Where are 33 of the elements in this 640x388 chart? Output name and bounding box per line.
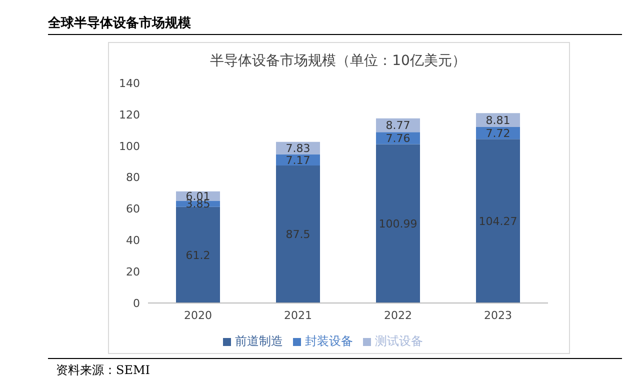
data-label: 61.2 bbox=[186, 248, 210, 262]
bar bbox=[276, 154, 320, 166]
text: 资料来源：SEMI bbox=[56, 362, 150, 379]
data-label: 7.76 bbox=[386, 132, 410, 146]
data-label: 7.83 bbox=[286, 142, 310, 155]
x-tick-label: 2022 bbox=[384, 308, 412, 322]
data-label: 8.81 bbox=[486, 114, 510, 127]
chart-subtitle: 半导体设备市场规模（单位：10亿美元） bbox=[209, 52, 467, 70]
bar bbox=[376, 144, 420, 303]
data-label: 104.27 bbox=[478, 214, 518, 228]
x-tick-label: 2021 bbox=[284, 308, 312, 322]
y-tick-label: 100 bbox=[119, 140, 140, 153]
legend-label: 封装设备 bbox=[305, 334, 353, 348]
bar bbox=[476, 139, 520, 303]
bar bbox=[176, 206, 220, 303]
data-label: 7.17 bbox=[286, 154, 310, 167]
y-tick-label: 60 bbox=[126, 202, 140, 216]
legend-label: 测试设备 bbox=[375, 334, 423, 348]
y-tick-label: 20 bbox=[126, 265, 140, 278]
data-label: 100.99 bbox=[378, 218, 418, 231]
data-label: 8.77 bbox=[386, 119, 410, 132]
x-tick-label: 2023 bbox=[484, 308, 512, 322]
chart-title: 全球半导体设备市场规模 bbox=[48, 14, 191, 32]
y-tick-label: 140 bbox=[119, 76, 140, 90]
y-tick-label: 0 bbox=[133, 296, 140, 310]
y-tick-label: 40 bbox=[126, 234, 140, 248]
legend-label: 前道制造 bbox=[235, 334, 283, 348]
data-label: 87.5 bbox=[286, 228, 310, 242]
bar bbox=[276, 166, 320, 303]
x-tick-label: 2020 bbox=[184, 308, 212, 322]
y-tick-label: 80 bbox=[126, 171, 140, 184]
y-tick-label: 120 bbox=[119, 108, 140, 122]
data-label: 7.72 bbox=[486, 126, 510, 140]
